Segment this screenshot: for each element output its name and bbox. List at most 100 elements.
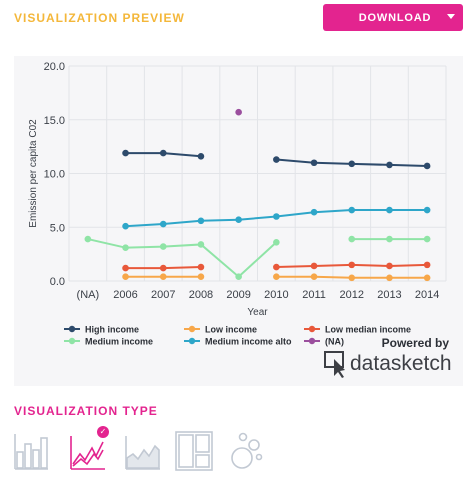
data-point[interactable] bbox=[159, 149, 167, 157]
line-chart-icon bbox=[70, 436, 105, 470]
legend-item: Medium income bbox=[64, 337, 153, 347]
data-point[interactable] bbox=[423, 261, 431, 269]
x-ticks: (NA) 2006 2007 2008 2009 2010 2011 2012 2013 2014 bbox=[77, 289, 440, 301]
data-point[interactable] bbox=[159, 273, 167, 280]
y-axis-label: Emission per capita C02 bbox=[28, 119, 39, 228]
viz-type-treemap[interactable] bbox=[174, 428, 220, 478]
x-tick-label: 2012 bbox=[340, 289, 364, 301]
bar-chart-icon bbox=[14, 434, 48, 470]
data-point[interactable] bbox=[122, 264, 129, 272]
data-point[interactable] bbox=[423, 235, 431, 243]
series bbox=[84, 108, 431, 282]
legend-label: Low income bbox=[205, 325, 257, 335]
treemap-icon bbox=[175, 431, 213, 471]
data-point[interactable] bbox=[386, 206, 393, 214]
data-point[interactable] bbox=[386, 262, 393, 270]
data-point[interactable] bbox=[423, 274, 431, 282]
data-point[interactable] bbox=[348, 274, 356, 282]
legend-swatch-dot bbox=[308, 337, 316, 345]
data-point[interactable] bbox=[159, 220, 167, 228]
viz-type-bubbles[interactable] bbox=[228, 428, 274, 478]
datasketch-logo-icon bbox=[324, 351, 345, 378]
data-point[interactable] bbox=[197, 263, 205, 271]
legend-label: Medium income bbox=[85, 337, 153, 347]
data-point[interactable] bbox=[348, 235, 356, 243]
chevron-down-icon bbox=[447, 14, 455, 19]
data-point[interactable] bbox=[273, 239, 280, 246]
powered-by-text: Powered by bbox=[382, 336, 450, 350]
legend-item: Low income bbox=[184, 325, 257, 335]
series-group bbox=[235, 108, 242, 116]
data-point[interactable] bbox=[197, 217, 205, 225]
x-tick-label: 2011 bbox=[302, 289, 326, 301]
viz-type-bar[interactable] bbox=[10, 428, 56, 478]
viz-type-title: VISUALIZATION TYPE bbox=[14, 404, 158, 418]
legend-swatch-dot bbox=[68, 337, 76, 345]
data-point[interactable] bbox=[386, 274, 393, 282]
brand-name: datasketch bbox=[350, 352, 452, 375]
series-group bbox=[122, 149, 431, 170]
x-tick-label: 2013 bbox=[377, 289, 401, 301]
y-tick-label: 20.0 bbox=[44, 61, 65, 73]
legend-item: Low median income bbox=[304, 325, 411, 335]
data-point[interactable] bbox=[197, 241, 205, 248]
top-bar: VISUALIZATION PREVIEW DOWNLOAD bbox=[0, 0, 474, 44]
series-group bbox=[122, 273, 431, 282]
data-point[interactable] bbox=[122, 149, 129, 157]
data-point[interactable] bbox=[122, 273, 129, 280]
data-point[interactable] bbox=[273, 273, 280, 280]
data-point[interactable] bbox=[348, 206, 356, 214]
data-point[interactable] bbox=[348, 160, 356, 168]
x-tick-label: 2008 bbox=[189, 289, 213, 301]
x-tick-label: 2010 bbox=[264, 289, 288, 301]
legend-item: Medium income alto bbox=[184, 337, 292, 347]
area-chart-icon bbox=[125, 436, 160, 470]
y-tick-label: 0.0 bbox=[50, 276, 65, 288]
x-axis-label: Year bbox=[247, 307, 268, 318]
data-point[interactable] bbox=[235, 273, 242, 280]
data-point[interactable] bbox=[310, 159, 318, 167]
bubbles-icon bbox=[231, 432, 263, 469]
data-point[interactable] bbox=[84, 235, 92, 243]
preview-title: VISUALIZATION PREVIEW bbox=[14, 11, 185, 25]
data-point[interactable] bbox=[235, 108, 242, 116]
data-point[interactable] bbox=[273, 263, 280, 271]
legend-swatch-dot bbox=[188, 337, 196, 345]
x-tick-label: 2007 bbox=[151, 289, 175, 301]
data-point[interactable] bbox=[386, 235, 393, 243]
legend-label: Medium income alto bbox=[205, 337, 292, 347]
data-point[interactable] bbox=[122, 222, 129, 230]
legend-label: High income bbox=[85, 325, 139, 335]
legend: High income Low income Low median income Me… bbox=[64, 325, 411, 347]
viz-type-area[interactable] bbox=[122, 428, 168, 478]
grid bbox=[68, 65, 447, 282]
series-group bbox=[84, 235, 431, 280]
data-point[interactable] bbox=[197, 273, 205, 280]
data-point[interactable] bbox=[423, 206, 431, 214]
line-chart: 0.0 5.0 10.0 15.0 20.0 (NA) 2006 2007 2008 2009 2… bbox=[28, 61, 452, 378]
data-point[interactable] bbox=[122, 244, 129, 251]
x-tick-label: 2009 bbox=[226, 289, 250, 301]
data-point[interactable] bbox=[159, 243, 167, 250]
download-button-label: DOWNLOAD bbox=[358, 11, 432, 24]
data-point[interactable] bbox=[235, 216, 242, 224]
data-point[interactable] bbox=[310, 262, 318, 270]
data-point[interactable] bbox=[348, 261, 356, 269]
data-point[interactable] bbox=[159, 264, 167, 272]
data-point[interactable] bbox=[197, 153, 205, 160]
datasketch-branding: Powered by datasketch bbox=[324, 336, 452, 378]
data-point[interactable] bbox=[273, 156, 280, 163]
data-point[interactable] bbox=[273, 213, 280, 220]
legend-item: High income bbox=[64, 325, 139, 335]
viz-type-line[interactable]: ✓ bbox=[67, 426, 113, 478]
data-point[interactable] bbox=[423, 162, 431, 170]
download-button[interactable]: DOWNLOAD bbox=[323, 4, 463, 31]
data-point[interactable] bbox=[310, 208, 318, 216]
data-point[interactable] bbox=[386, 161, 393, 169]
selected-check-icon: ✓ bbox=[97, 426, 109, 438]
legend-swatch-dot bbox=[68, 325, 76, 333]
legend-swatch-dot bbox=[188, 325, 196, 333]
data-point[interactable] bbox=[310, 273, 318, 280]
series-group bbox=[122, 261, 431, 272]
series-group bbox=[122, 206, 431, 230]
